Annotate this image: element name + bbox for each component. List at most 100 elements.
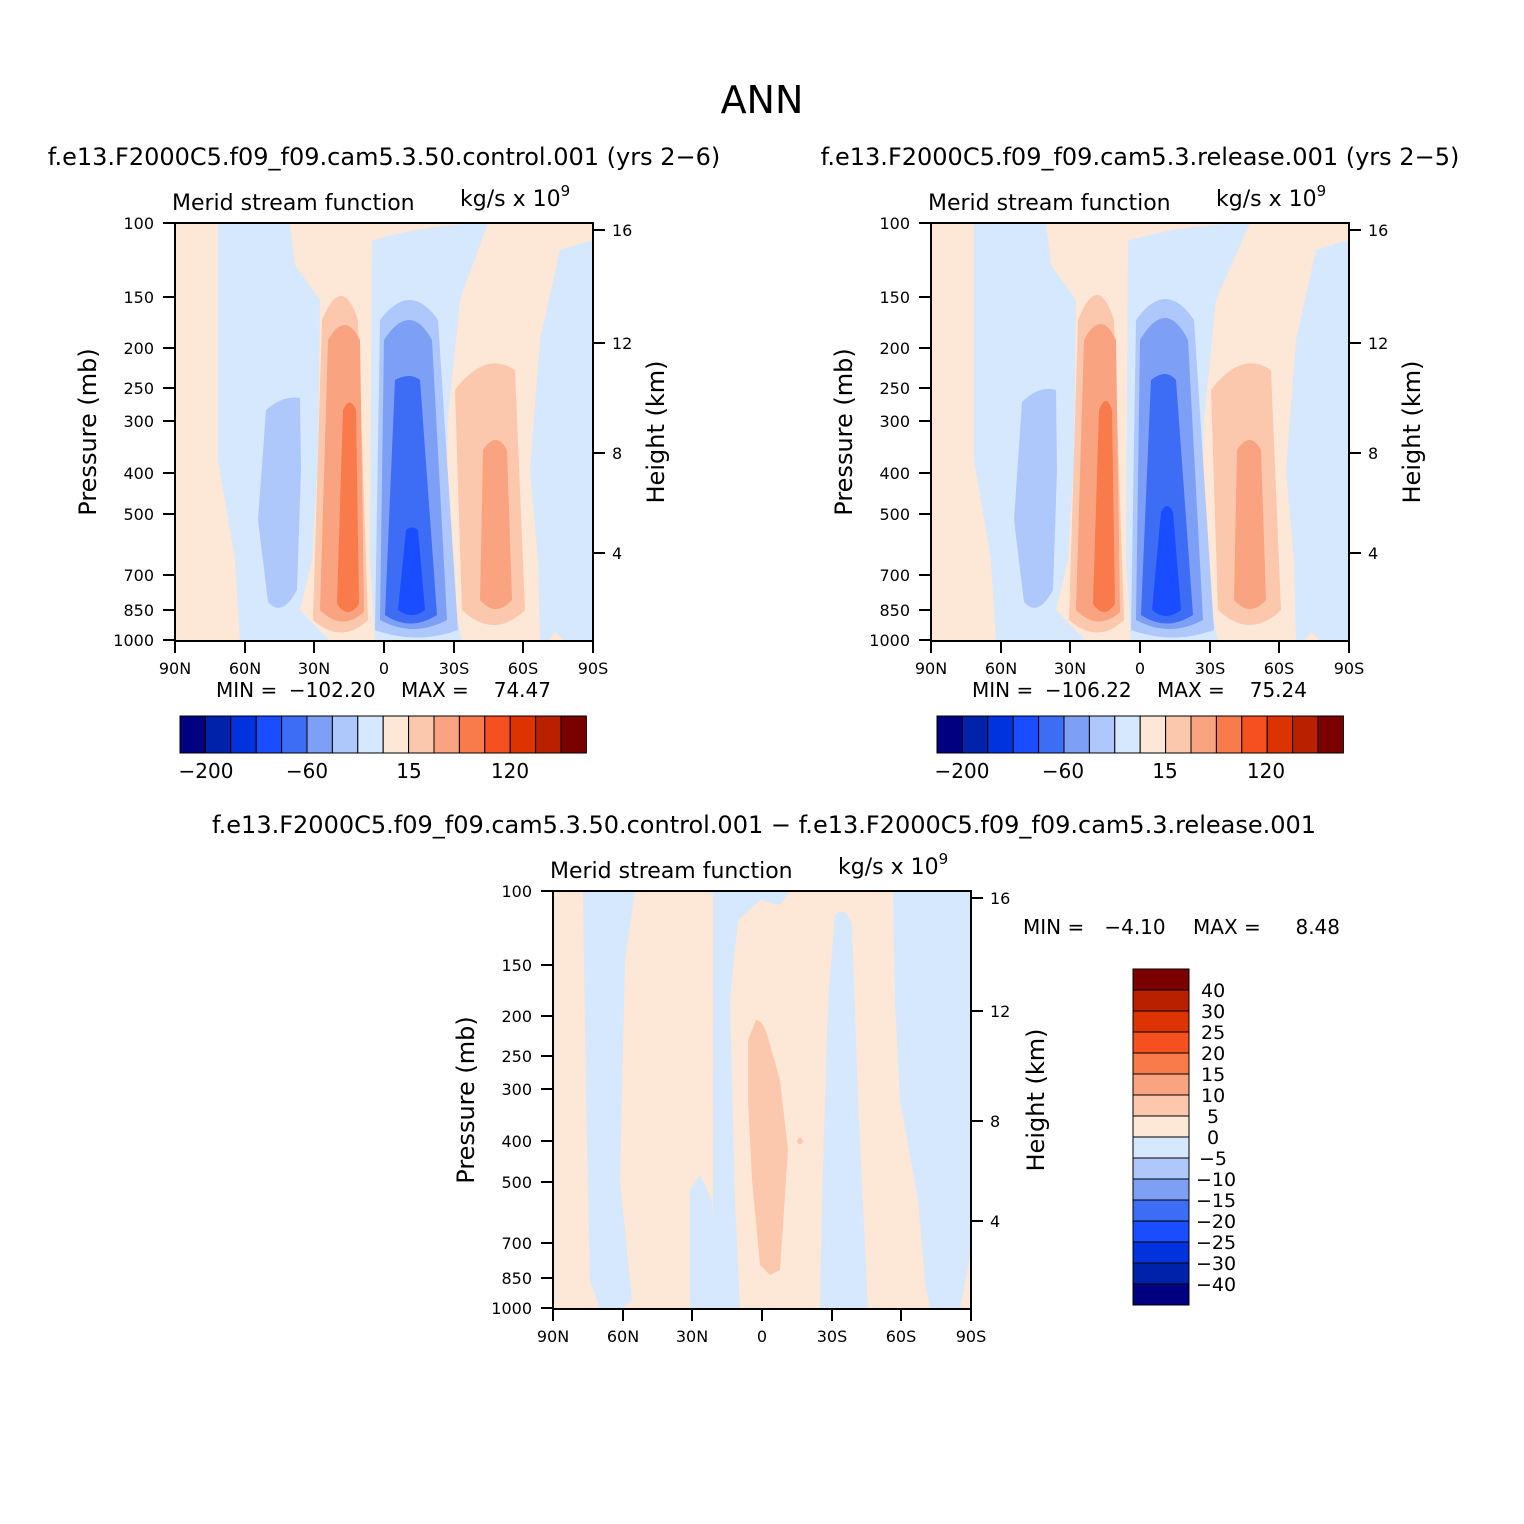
colorbar-label: −30 [1196,1253,1236,1275]
x-axis-ticks [552,1309,972,1321]
x-tick-label: 60S [508,659,539,678]
contour-ferrel-2 [1234,440,1266,609]
contour-polar-negative [530,240,593,641]
colorbar-swatch [458,715,486,754]
colorbar-label: −200 [935,759,990,783]
y-tick-label: 850 [123,601,154,620]
y-tick-label: 150 [501,956,532,975]
colorbar-swatch [1132,1115,1190,1138]
units-label: kg/s x 109 [1216,182,1326,212]
y-tick-labels: 100 150 200 250 300 400 500 700 850 1000 [113,214,154,650]
colorbar-swatch [961,715,989,754]
y-right-axis-title: Height (km) [1022,1029,1050,1172]
y-tick-label: 500 [501,1173,532,1192]
right-axis-ticks [593,229,605,554]
y-tick-label: 500 [879,505,910,524]
x-tick-label: 30S [439,659,470,678]
contour-ferrel-2 [480,440,512,609]
colorbar-label: 15 [1201,1064,1225,1086]
contour-nh-negative [583,891,635,1309]
contour-field [931,223,1349,641]
units-label: kg/s x 109 [838,850,948,880]
colorbar-swatch [1132,1199,1190,1222]
y-right-tick-label: 12 [990,1002,1010,1021]
colorbar-labels: −200 −60 15 120 [179,759,530,783]
colorbar-swatch [1132,1073,1190,1096]
colorbar-swatch [1114,715,1141,754]
contour-polar-negative [1286,240,1349,641]
colorbar-swatch [179,715,206,754]
x-tick-label: 90N [537,1327,569,1346]
contour-hadley-nh-3 [1093,401,1115,612]
y-tick-label: 200 [501,1007,532,1026]
colorbar-swatch [306,715,333,754]
y-right-tick-labels: 16 12 8 4 [1368,221,1388,563]
y-tick-label: 400 [123,464,154,483]
contour-polar-surface [1304,632,1321,641]
x-tick-label: 60N [985,659,1017,678]
left-axis-ticks [163,222,175,641]
colorbar-swatch [1317,715,1344,754]
colorbar-swatch [1132,1220,1190,1243]
colorbar-swatch [1132,1052,1190,1075]
colorbar-swatch [1132,1010,1190,1033]
case-title: f.e13.F2000C5.f09_f09.cam5.3.50.control.… [212,811,1316,839]
x-axis-ticks [174,641,594,653]
colorbar-label: −25 [1196,1232,1236,1254]
x-tick-label: 30S [817,1327,848,1346]
contour-mid-negative [690,1175,720,1309]
colorbar-label: 120 [491,759,529,783]
min-max-stats: MIN = −4.10 MAX = 8.48 [1023,915,1340,939]
right-axis-ticks [971,897,983,1222]
contour-nh-negative [1014,388,1057,608]
y-tick-label: 400 [879,464,910,483]
contour-polar-surface [548,632,565,641]
x-tick-label: 30N [298,659,330,678]
y-tick-label: 1000 [491,1299,532,1318]
panel-control: f.e13.F2000C5.f09_f09.cam5.3.50.control.… [48,143,721,783]
colorbar-swatch [484,715,511,754]
colorbar-swatch [382,715,410,754]
x-tick-label: 0 [379,659,389,678]
x-tick-label: 90N [159,659,191,678]
colorbar-swatch [1132,1241,1190,1264]
colorbar-swatch [1063,715,1090,754]
x-tick-labels: 90N 60N 30N 0 30S 60S 90S [915,659,1364,678]
left-axis-ticks [919,222,931,641]
colorbar-label: −200 [179,759,234,783]
y-tick-labels: 100 150 200 250 300 400 500 700 850 1000 [491,882,532,1318]
colorbar-swatch [1139,715,1167,754]
x-tick-label: 90S [956,1327,987,1346]
colorbar-swatch [1165,715,1192,754]
case-title: f.e13.F2000C5.f09_f09.cam5.3.release.001… [821,143,1460,171]
x-tick-label: 60N [229,659,261,678]
colorbar-label: −20 [1196,1211,1236,1233]
colorbar-swatch [1132,1136,1190,1159]
colorbar-labels: 40 30 25 20 15 10 5 0 −5 −10 −15 −20 −25… [1196,980,1236,1296]
contour-tropical-negative [713,891,790,1309]
left-axis-ticks [541,890,553,1309]
contour-field [175,223,593,641]
y-right-tick-label: 4 [612,544,622,563]
y-right-tick-label: 16 [990,889,1010,908]
colorbar-swatch [1190,715,1217,754]
contour-nh-negative [258,397,301,608]
colorbar-swatch [1088,715,1116,754]
colorbar-swatch [204,715,232,754]
colorbar-swatch [1038,715,1065,754]
x-tick-label: 90S [1334,659,1365,678]
y-tick-label: 700 [501,1234,532,1253]
colorbar-swatch [408,715,435,754]
colorbar-label: 40 [1201,980,1225,1002]
colorbar [936,715,1344,754]
colorbar-label: 5 [1207,1106,1219,1128]
min-max-stats: MIN = −102.20 MAX = 74.47 [216,678,551,702]
colorbar-swatch [1132,1178,1190,1201]
contour-hadley-sh-3 [385,376,437,624]
variable-label: Merid stream function [550,859,793,884]
contour-sh-negative [820,911,868,1309]
colorbar-label: −40 [1196,1274,1236,1296]
x-axis-ticks [930,641,1350,653]
y-right-axis-title: Height (km) [642,361,670,504]
colorbar-swatch [936,715,963,754]
